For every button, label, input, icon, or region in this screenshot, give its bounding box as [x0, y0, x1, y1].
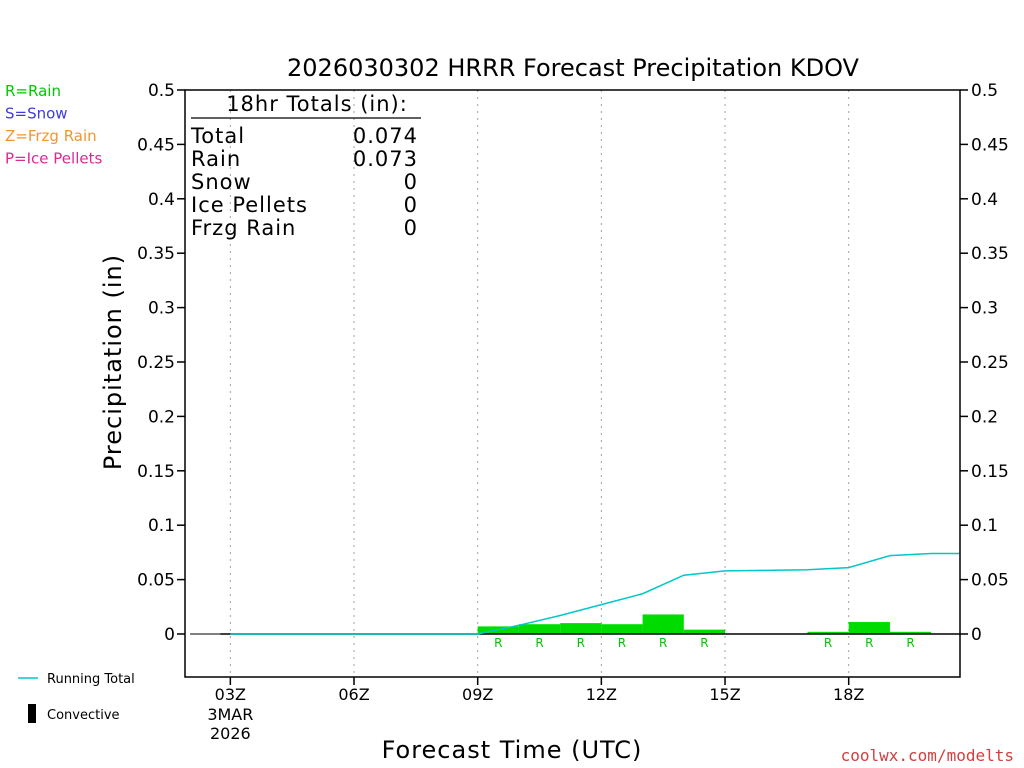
y-tick-label-right-0: 0 — [971, 625, 982, 645]
ptype-legend-0: R=Rain — [5, 82, 61, 100]
y-tick-label-right-2: 0.1 — [971, 516, 998, 536]
y-axis-label: Precipitation (in) — [99, 254, 127, 470]
y-axis-left: 0 0.05 0.1 0.15 0.2 0.25 0.3 0.35 0.4 0.45 0.5 — [137, 81, 185, 645]
y-tick-label-left-10: 0.5 — [148, 81, 175, 101]
credit-text: coolwx.com/modelts — [841, 746, 1014, 765]
y-tick-label-left-8: 0.4 — [148, 190, 175, 210]
y-tick-label-left-0: 0 — [164, 625, 175, 645]
bar-15 — [807, 631, 849, 634]
plot-frame — [184, 89, 961, 678]
line-legend: Running Total Convective — [18, 672, 135, 723]
running-total-legend-label: Running Total — [47, 672, 135, 687]
bar-12 — [683, 629, 726, 634]
y-axis-right: 0 0.05 0.1 0.15 0.2 0.25 0.3 0.35 0.4 0.45 0.5 — [960, 81, 1009, 645]
ptype-marker-7: R — [865, 636, 873, 650]
y-tick-label-right-7: 0.35 — [971, 244, 1009, 264]
totals-value-2: 0 — [404, 170, 418, 194]
y-tick-label-right-1: 0.05 — [971, 571, 1009, 591]
y-tick-label-right-4: 0.2 — [971, 407, 998, 427]
x-date-line1: 3MAR — [207, 705, 253, 724]
chart-title: 2026030302 HRRR Forecast Precipitation K… — [287, 54, 860, 82]
ptype-marker-8: R — [906, 636, 914, 650]
totals-value-4: 0 — [404, 216, 418, 240]
bar-9 — [560, 623, 602, 634]
y-tick-label-right-10: 0.5 — [971, 81, 998, 101]
x-tick-label-0: 03Z — [215, 685, 246, 704]
totals-label-0: Total — [190, 124, 245, 148]
bar-10 — [601, 624, 643, 634]
ptype-marker-2: R — [577, 636, 585, 650]
totals-label-2: Snow — [191, 170, 252, 194]
totals-value-0: 0.074 — [353, 124, 418, 148]
bar-16 — [848, 622, 890, 634]
totals-label-3: Ice Pellets — [191, 193, 308, 217]
ptype-legend-3: P=Ice Pellets — [5, 150, 102, 168]
y-tick-label-left-1: 0.05 — [137, 571, 175, 591]
x-tick-label-1: 06Z — [338, 685, 369, 704]
y-tick-label-right-6: 0.3 — [971, 299, 998, 319]
y-tick-label-left-6: 0.3 — [148, 299, 175, 319]
ptype-marker-6: R — [824, 636, 832, 650]
totals-value-1: 0.073 — [353, 147, 418, 171]
y-tick-label-left-5: 0.25 — [137, 353, 175, 373]
convective-legend-swatch — [28, 704, 36, 723]
y-tick-label-left-7: 0.35 — [137, 244, 175, 264]
y-tick-label-right-3: 0.15 — [971, 462, 1009, 482]
totals-box: 18hr Totals (in): Total 0.074 Rain 0.073 Snow… — [190, 92, 421, 240]
totals-label-4: Frzg Rain — [191, 216, 296, 240]
ptype-legend: R=Rain S=Snow Z=Frzg Rain P=Ice Pellets — [5, 82, 102, 168]
bar-17 — [889, 631, 932, 634]
y-tick-label-left-2: 0.1 — [148, 516, 175, 536]
ptype-marker-3: R — [618, 636, 626, 650]
ptype-marker-0: R — [494, 636, 502, 650]
ptype-marker-5: R — [700, 636, 708, 650]
ptype-marker-4: R — [659, 636, 667, 650]
running-total-line — [230, 552, 960, 635]
x-tick-label-4: 15Z — [709, 685, 740, 704]
y-tick-label-left-9: 0.45 — [137, 135, 175, 155]
y-tick-label-right-8: 0.4 — [971, 190, 998, 210]
ptype-legend-1: S=Snow — [5, 105, 68, 123]
ptype-legend-2: Z=Frzg Rain — [5, 127, 97, 145]
bar-series — [190, 614, 932, 635]
y-tick-label-right-9: 0.45 — [971, 135, 1009, 155]
totals-header: 18hr Totals (in): — [226, 92, 408, 116]
ptype-marker-1: R — [535, 636, 543, 650]
y-tick-label-left-4: 0.2 — [148, 407, 175, 427]
y-tick-label-right-5: 0.25 — [971, 353, 1009, 373]
x-tick-label-2: 09Z — [462, 685, 493, 704]
totals-value-3: 0 — [404, 193, 418, 217]
convective-legend-label: Convective — [47, 708, 120, 723]
x-tick-label-5: 18Z — [833, 685, 864, 704]
bar-11 — [642, 614, 684, 634]
y-tick-label-left-3: 0.15 — [137, 462, 175, 482]
bar-8 — [518, 624, 561, 634]
x-tick-label-3: 12Z — [586, 685, 617, 704]
totals-label-1: Rain — [191, 147, 241, 171]
bar-0 — [190, 633, 230, 635]
x-axis-label: Forecast Time (UTC) — [382, 736, 643, 764]
grid-lines — [229, 90, 850, 677]
x-date-line2: 2026 — [210, 724, 251, 743]
